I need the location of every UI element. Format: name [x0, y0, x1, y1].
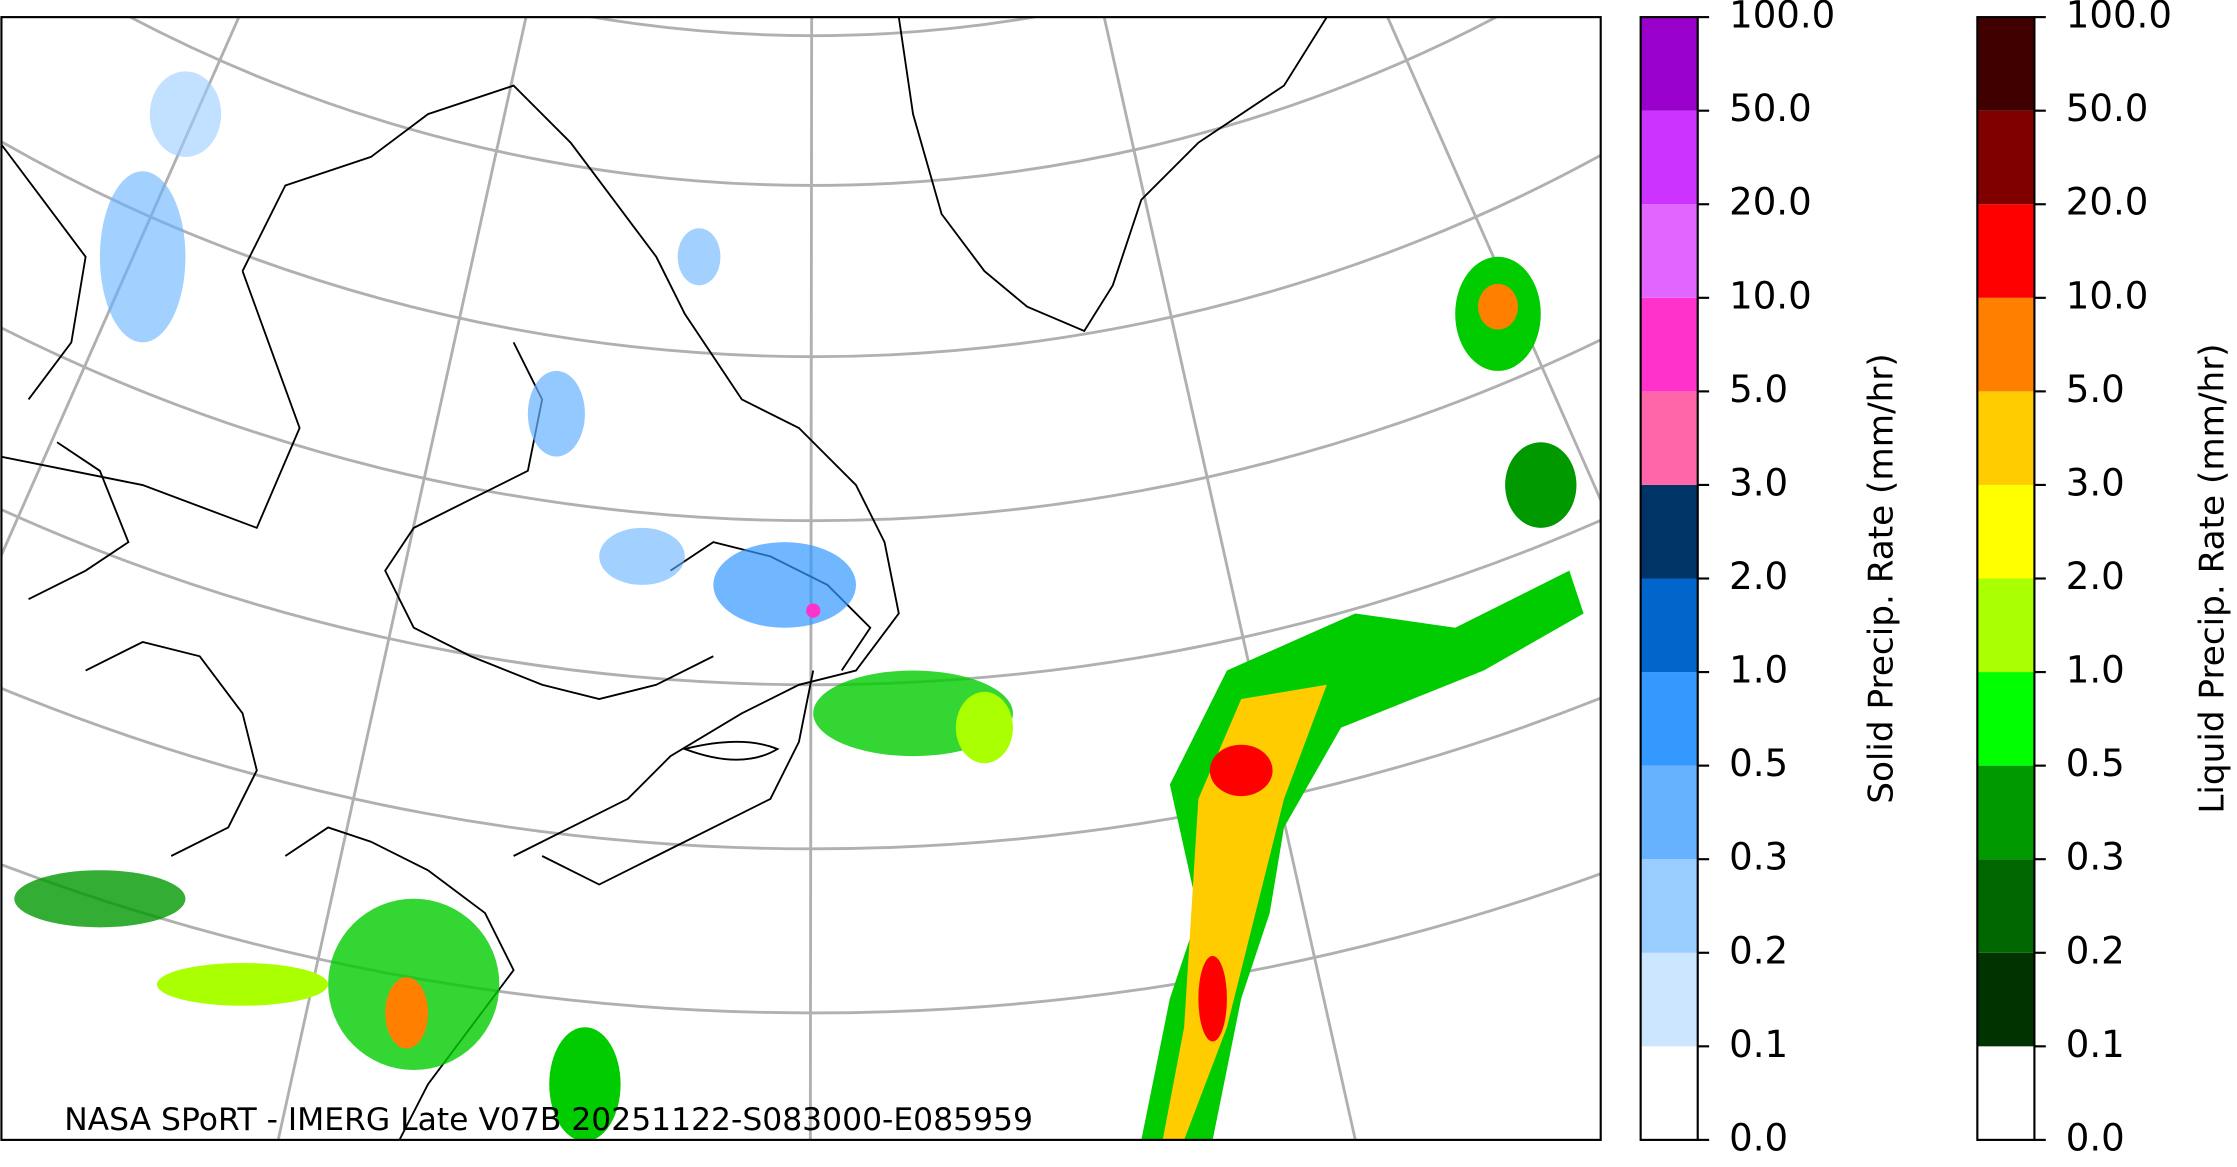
color-segment — [1977, 859, 2035, 953]
tick-label: 2.0 — [2066, 555, 2125, 598]
tick-label: 2.0 — [1729, 555, 1788, 598]
tick-label: 50.0 — [1729, 87, 1812, 130]
precipitation — [14, 71, 1584, 1140]
color-segment — [1977, 17, 2035, 111]
color-segment — [1977, 110, 2035, 205]
color-segment — [1640, 765, 1698, 860]
tick-label: 100.0 — [1729, 0, 1835, 37]
color-segment — [1977, 578, 2035, 673]
color-segment — [1977, 204, 2035, 298]
tick-label: 0.5 — [2066, 742, 2125, 785]
color-segment — [1977, 672, 2035, 766]
color-segment — [1640, 952, 1698, 1047]
tick-label: 10.0 — [1729, 274, 1812, 317]
color-segment — [1640, 859, 1698, 953]
tick-label: 5.0 — [1729, 368, 1788, 411]
tick-label: 0.5 — [1729, 742, 1788, 785]
color-segment — [1640, 1046, 1698, 1140]
tick-label: 10.0 — [2066, 274, 2149, 317]
colorbar-label: Liquid Precip. Rate (mm/hr) — [2193, 343, 2233, 813]
tick-label: 0.3 — [2066, 836, 2125, 879]
tick-label: 0.0 — [2066, 1116, 2125, 1159]
tick-label: 1.0 — [2066, 649, 2125, 692]
color-segment — [1640, 110, 1698, 205]
color-segment — [1640, 204, 1698, 298]
color-segment — [1640, 391, 1698, 485]
tick-label: 20.0 — [2066, 181, 2149, 224]
tick-label: 0.1 — [2066, 1023, 2125, 1066]
tick-label: 0.1 — [1729, 1023, 1788, 1066]
tick-label: 0.3 — [1729, 836, 1788, 879]
color-segment — [1640, 484, 1698, 579]
color-segment — [1640, 578, 1698, 673]
color-segment — [1977, 297, 2035, 392]
tick-label: 20.0 — [1729, 181, 1812, 224]
tick-label: 50.0 — [2066, 87, 2149, 130]
color-segment — [1640, 17, 1698, 111]
color-segment — [1640, 297, 1698, 392]
color-segment — [1977, 765, 2035, 860]
tick-label: 1.0 — [1729, 649, 1788, 692]
coastlines — [1, 17, 1328, 1140]
tick-label: 100.0 — [2066, 0, 2172, 37]
map-frame — [0, 16, 1602, 1141]
color-segment — [1977, 1046, 2035, 1140]
color-segment — [1977, 952, 2035, 1047]
color-segment — [1640, 672, 1698, 766]
tick-label: 0.0 — [1729, 1116, 1788, 1159]
tick-label: 0.2 — [1729, 929, 1788, 972]
tick-label: 3.0 — [1729, 461, 1788, 504]
tick-label: 0.2 — [2066, 929, 2125, 972]
colorbar-label: Solid Precip. Rate (mm/hr) — [1862, 353, 1902, 803]
color-segment — [1977, 484, 2035, 579]
map — [1, 17, 1601, 1140]
caption: NASA SPoRT - IMERG Late V07B 20251122-S0… — [64, 1102, 1033, 1138]
tick-label: 3.0 — [2066, 461, 2125, 504]
color-segment — [1977, 391, 2035, 485]
tick-label: 5.0 — [2066, 368, 2125, 411]
